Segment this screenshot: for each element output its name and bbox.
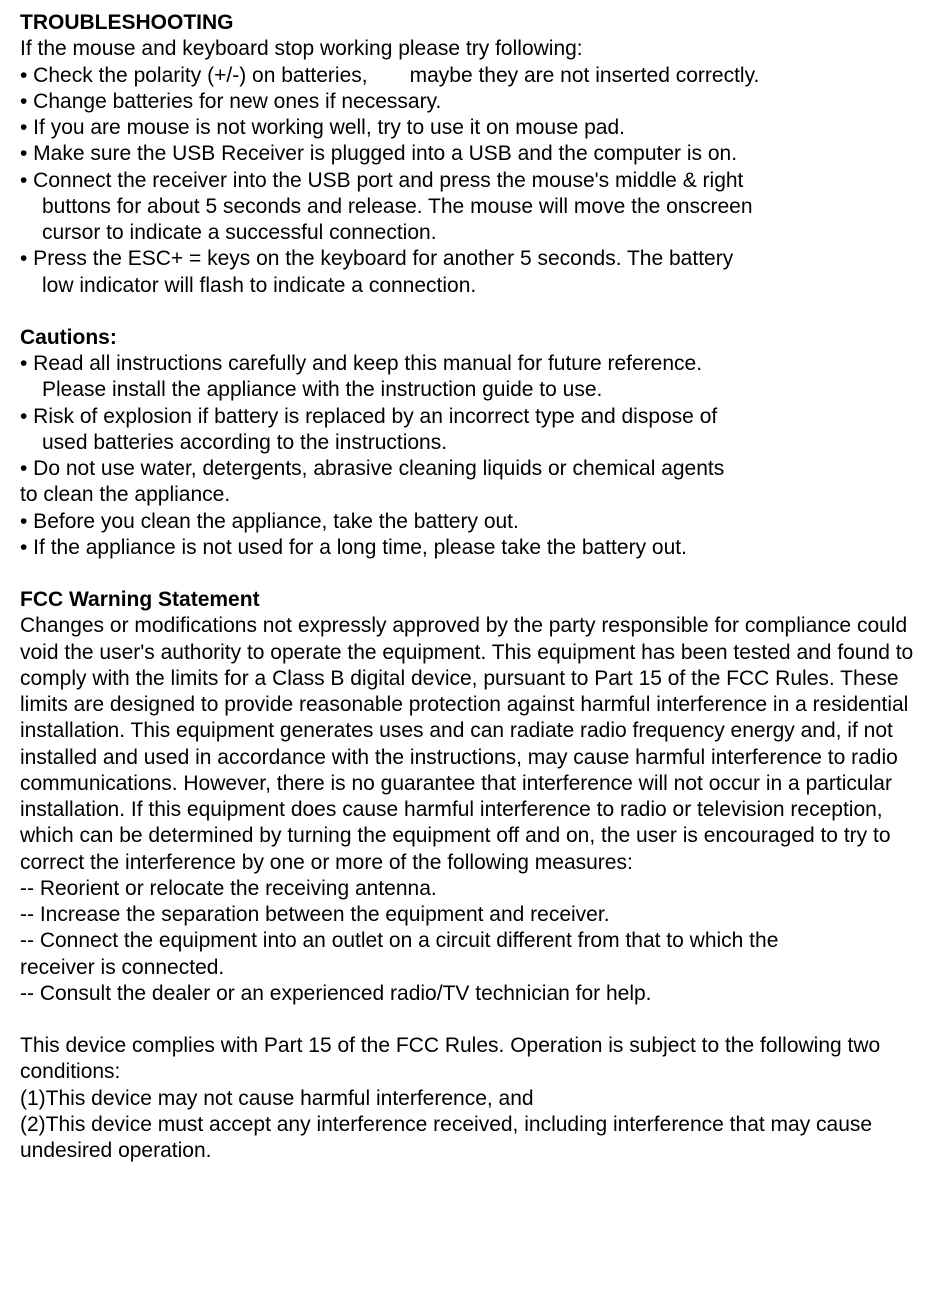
troubleshooting-item: • Make sure the USB Receiver is plugged … <box>20 141 920 167</box>
troubleshooting-item-cont: buttons for about 5 seconds and release.… <box>20 194 920 220</box>
fcc-measure: ‐‐ Reorient or relocate the receiving an… <box>20 876 920 902</box>
fcc-paragraph: Changes or modifications not expressly a… <box>20 613 920 876</box>
fcc-measure: ‐‐ Connect the equipment into an outlet … <box>20 928 920 954</box>
troubleshooting-item: • Check the polarity (+/-) on batteries,… <box>20 63 920 89</box>
fcc-measure-cont: receiver is connected. <box>20 955 920 981</box>
cautions-item: • Read all instructions carefully and ke… <box>20 351 920 377</box>
cautions-item-cont: used batteries according to the instruct… <box>20 430 920 456</box>
cautions-item: • Risk of explosion if battery is replac… <box>20 404 920 430</box>
cautions-item: • Before you clean the appliance, take t… <box>20 509 920 535</box>
cautions-item: • Do not use water, detergents, abrasive… <box>20 456 920 482</box>
fcc-condition: (2)This device must accept any interfere… <box>20 1112 920 1165</box>
cautions-item-cont: Please install the appliance with the in… <box>20 377 920 403</box>
troubleshooting-item: • If you are mouse is not working well, … <box>20 115 920 141</box>
fcc-measure: ‐‐ Consult the dealer or an experienced … <box>20 981 920 1007</box>
fcc-condition: (1)This device may not cause harmful int… <box>20 1086 920 1112</box>
fcc-measure: ‐‐ Increase the separation between the e… <box>20 902 920 928</box>
troubleshooting-title: TROUBLESHOOTING <box>20 10 920 36</box>
troubleshooting-item: • Connect the receiver into the USB port… <box>20 168 920 194</box>
troubleshooting-item: • Change batteries for new ones if neces… <box>20 89 920 115</box>
document-content: TROUBLESHOOTING If the mouse and keyboar… <box>20 10 920 1164</box>
fcc-paragraph: This device complies with Part 15 of the… <box>20 1033 920 1086</box>
cautions-title: Cautions: <box>20 325 920 351</box>
troubleshooting-item-cont: low indicator will flash to indicate a c… <box>20 273 920 299</box>
fcc-title: FCC Warning Statement <box>20 587 920 613</box>
troubleshooting-intro: If the mouse and keyboard stop working p… <box>20 36 920 62</box>
cautions-item: • If the appliance is not used for a lon… <box>20 535 920 561</box>
troubleshooting-item-cont: cursor to indicate a successful connecti… <box>20 220 920 246</box>
troubleshooting-item: • Press the ESC+ = keys on the keyboard … <box>20 246 920 272</box>
cautions-item-cont: to clean the appliance. <box>20 482 920 508</box>
